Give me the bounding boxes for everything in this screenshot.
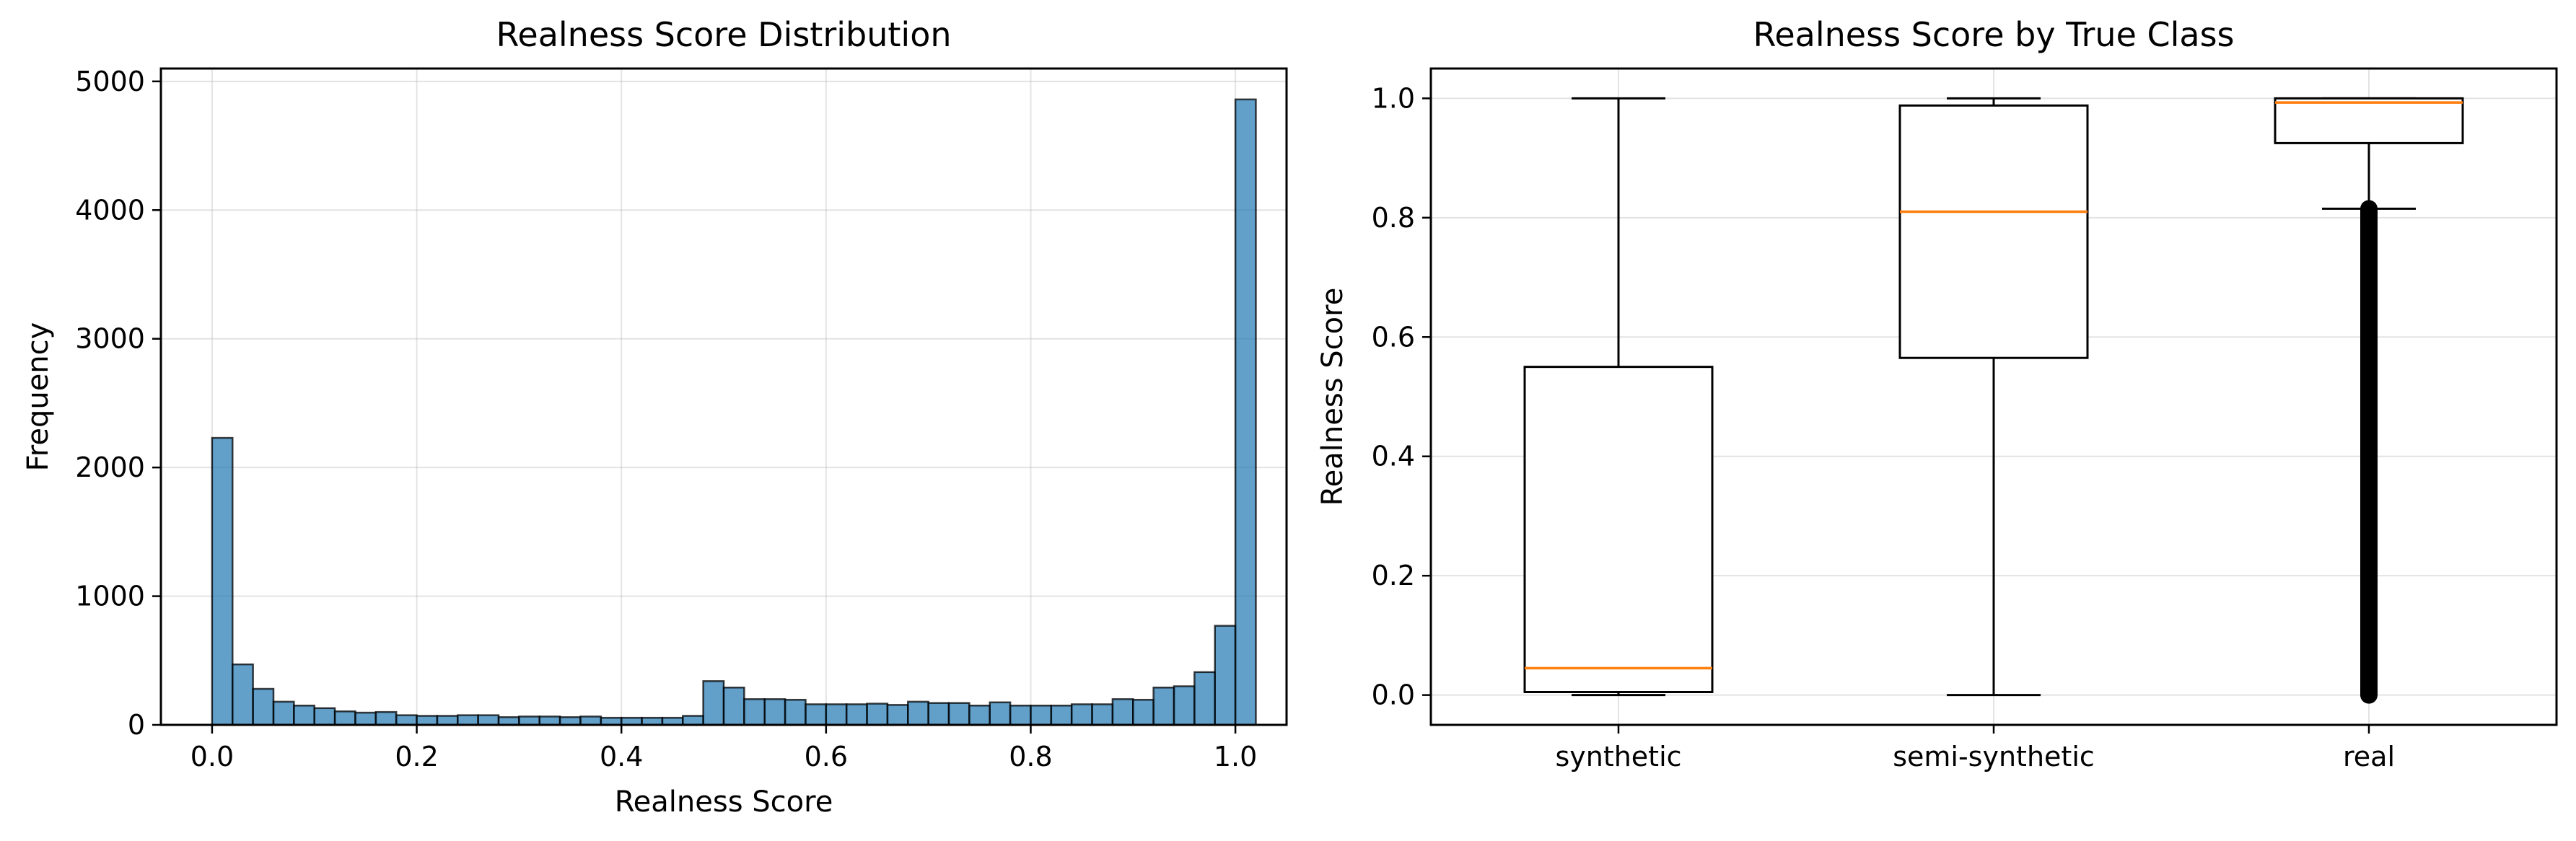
box-iqr [1523, 366, 1714, 693]
histogram-y-ticks: 0 1000 2000 3000 4000 5000 [75, 66, 161, 741]
histogram-bar [374, 710, 398, 726]
boxplot-y-tick-label: 0.0 [1372, 679, 1415, 711]
histogram-x-axis-label: Realness Score [615, 785, 833, 819]
histogram-plot-frame [159, 67, 1288, 726]
boxplot-category-label: real [2343, 741, 2395, 772]
histogram-bar [968, 704, 991, 726]
histogram-chart: 0.0 0.2 0.4 0.6 0.8 1.0 0 1000 2000 3000 4000 5000… [22, 15, 1288, 819]
histogram-y-tick-label: 0 [128, 709, 145, 741]
histogram-title: Realness Score Distribution [496, 15, 952, 54]
histogram-bar [845, 703, 868, 726]
histogram-bar [1214, 625, 1237, 726]
histogram-bar [1132, 698, 1155, 726]
histogram-bar [538, 715, 561, 726]
boxplot-category-label: synthetic [1555, 741, 1681, 772]
histogram-bar [1030, 704, 1053, 726]
histogram-x-tick-label: 0.0 [190, 741, 234, 772]
histogram-bar [477, 714, 500, 726]
histogram-bar [354, 711, 377, 726]
histogram-bar [825, 703, 848, 726]
histogram-bar [252, 687, 275, 726]
box-iqr [2274, 97, 2464, 144]
histogram-x-tick-label: 0.6 [805, 741, 848, 772]
box-iqr [1898, 104, 2089, 359]
boxplot-y-ticks: 0.0 0.2 0.4 0.6 0.8 1.0 [1372, 82, 1431, 711]
histogram-bar [293, 704, 315, 726]
boxplot-y-axis-label: Realness Score [1316, 288, 1349, 506]
boxplot-category-label: semi-synthetic [1893, 741, 2095, 772]
histogram-bar [1152, 687, 1175, 726]
boxplot-title: Realness Score by True Class [1753, 15, 2234, 54]
boxplot-chart: synthetic semi-synthetic real 0.0 0.2 0.4 0.6… [1316, 15, 2558, 772]
histogram-x-tick-label: 0.4 [600, 741, 643, 772]
boxplot-y-tick-label: 0.8 [1372, 202, 1415, 234]
histogram-bar [497, 716, 520, 726]
histogram-bar [518, 715, 540, 726]
histogram-bar [579, 715, 603, 726]
histogram-bar [866, 703, 889, 726]
histogram-bar [313, 707, 336, 726]
histogram-bar [1070, 703, 1093, 726]
histogram-bar [763, 698, 787, 726]
histogram-bar [989, 701, 1012, 726]
histogram-x-tick-label: 0.8 [1009, 741, 1052, 772]
histogram-bar [1234, 98, 1257, 726]
boxplot-marks [1523, 97, 2464, 704]
histogram-bar [805, 703, 828, 726]
histogram-x-tick-label: 1.0 [1214, 741, 1257, 772]
histogram-bar [1111, 698, 1134, 726]
histogram-x-tick-label: 0.2 [395, 741, 438, 772]
box-real [2274, 97, 2464, 704]
histogram-bar [272, 700, 295, 726]
histogram-y-tick-label: 2000 [75, 452, 145, 483]
box-synthetic [1523, 97, 1714, 697]
histogram-bar [784, 698, 807, 726]
histogram-bar [947, 702, 971, 726]
boxplot-y-tick-label: 0.2 [1372, 560, 1415, 591]
histogram-bar [436, 715, 459, 726]
histogram-bar [702, 680, 725, 726]
histogram-bar [211, 436, 234, 726]
boxplot-y-tick-label: 0.6 [1372, 321, 1415, 353]
histogram-bar [1193, 671, 1216, 726]
histogram-bar [333, 710, 356, 726]
histogram-bar [416, 715, 439, 726]
box-semi-synthetic [1898, 97, 2089, 697]
histogram-bar [1009, 704, 1032, 726]
histogram-bar [232, 663, 254, 726]
histogram-bar [886, 704, 909, 726]
boxplot-y-tick-label: 1.0 [1372, 82, 1415, 114]
histogram-y-tick-label: 1000 [75, 581, 145, 612]
histogram-y-tick-label: 3000 [75, 323, 145, 355]
histogram-bar [722, 687, 745, 726]
histogram-bar [1173, 685, 1196, 726]
histogram-y-tick-label: 5000 [75, 66, 145, 97]
histogram-bar [558, 716, 582, 726]
histogram-bar [682, 715, 704, 726]
histogram-bar [743, 698, 766, 726]
histogram-bar [927, 702, 950, 726]
histogram-y-tick-label: 4000 [75, 194, 145, 226]
histogram-bar [1050, 704, 1073, 726]
boxplot-y-tick-label: 0.4 [1372, 441, 1415, 472]
histogram-bar [457, 714, 479, 726]
histogram-bar [907, 700, 929, 726]
histogram-bar [395, 714, 418, 726]
boxplot-x-ticks: synthetic semi-synthetic real [1555, 725, 2395, 772]
histogram-x-ticks: 0.0 0.2 0.4 0.6 0.8 1.0 [190, 725, 1257, 772]
histogram-y-axis-label: Frequency [22, 322, 55, 472]
histogram-bar [1091, 703, 1114, 726]
